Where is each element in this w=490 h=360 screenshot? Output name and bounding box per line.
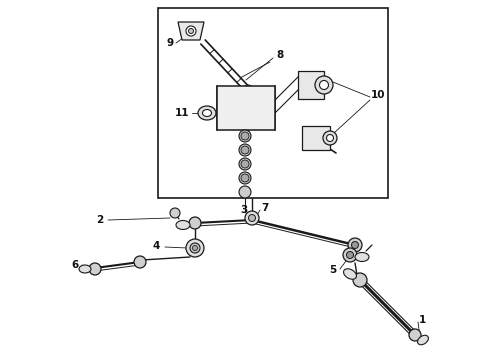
Circle shape [89,263,101,275]
Circle shape [343,248,357,262]
Ellipse shape [315,76,333,94]
Text: 8: 8 [276,50,284,60]
Circle shape [245,211,259,225]
Ellipse shape [319,81,328,90]
Ellipse shape [323,131,337,145]
Circle shape [186,239,204,257]
Text: 11: 11 [175,108,189,118]
Circle shape [348,238,362,252]
Ellipse shape [326,135,334,141]
Ellipse shape [355,252,369,261]
Circle shape [351,242,359,248]
Text: 6: 6 [72,260,78,270]
Text: 10: 10 [371,90,385,100]
Circle shape [239,158,251,170]
Ellipse shape [198,106,216,120]
Ellipse shape [202,109,212,117]
Circle shape [248,215,255,221]
Circle shape [241,146,249,154]
Circle shape [241,132,249,140]
Circle shape [353,273,367,287]
Text: 4: 4 [152,241,160,251]
Ellipse shape [79,265,91,273]
Bar [158,8,388,198]
Circle shape [134,256,146,268]
Bar [302,126,330,150]
Text: 1: 1 [418,315,426,325]
Circle shape [243,85,253,95]
Circle shape [241,174,249,182]
Text: 2: 2 [97,215,103,225]
Circle shape [241,160,249,168]
Bar [298,71,324,99]
Polygon shape [178,22,204,40]
Circle shape [193,246,197,251]
Circle shape [239,144,251,156]
Circle shape [239,172,251,184]
Ellipse shape [176,220,190,230]
Text: 3: 3 [241,205,247,215]
Bar [217,86,275,130]
Circle shape [170,208,180,218]
Circle shape [190,243,200,253]
Circle shape [189,217,201,229]
Circle shape [239,130,251,142]
Text: 5: 5 [329,265,337,275]
Text: 9: 9 [167,38,173,48]
Circle shape [189,28,194,33]
Ellipse shape [417,335,428,345]
Ellipse shape [343,269,356,279]
Text: 7: 7 [261,203,269,213]
Circle shape [186,26,196,36]
Circle shape [239,186,251,198]
Circle shape [346,252,353,258]
Circle shape [409,329,421,341]
